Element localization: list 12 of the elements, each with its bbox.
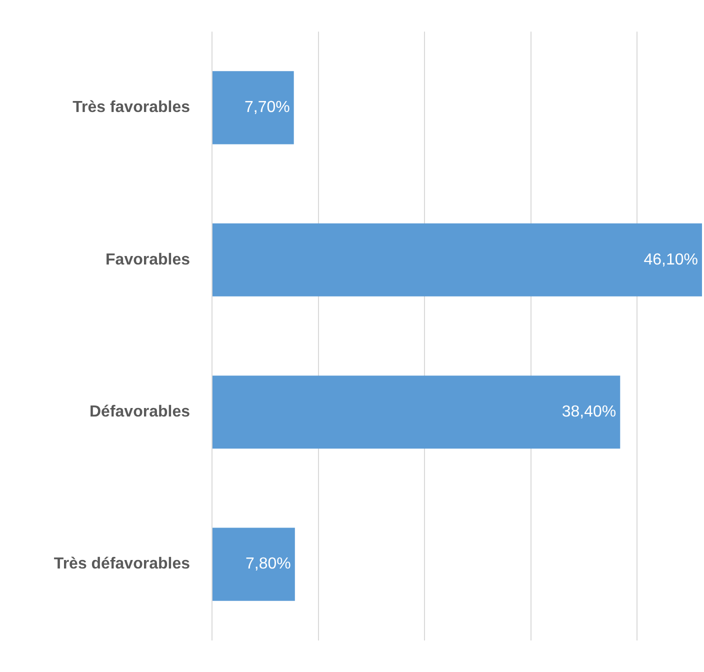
- data-label: 38,40%: [562, 404, 616, 421]
- y-tick-label: Très défavorables: [54, 556, 190, 573]
- bar: [212, 223, 702, 296]
- bar: [212, 528, 295, 601]
- data-label: 7,80%: [246, 556, 291, 573]
- bar: [212, 376, 620, 449]
- y-tick-label: Favorables: [106, 251, 190, 268]
- bar: [212, 71, 294, 144]
- y-tick-label: Très favorables: [72, 99, 190, 116]
- y-tick-label: Défavorables: [90, 404, 190, 421]
- data-label: 46,10%: [644, 251, 698, 268]
- data-label: 7,70%: [244, 99, 290, 116]
